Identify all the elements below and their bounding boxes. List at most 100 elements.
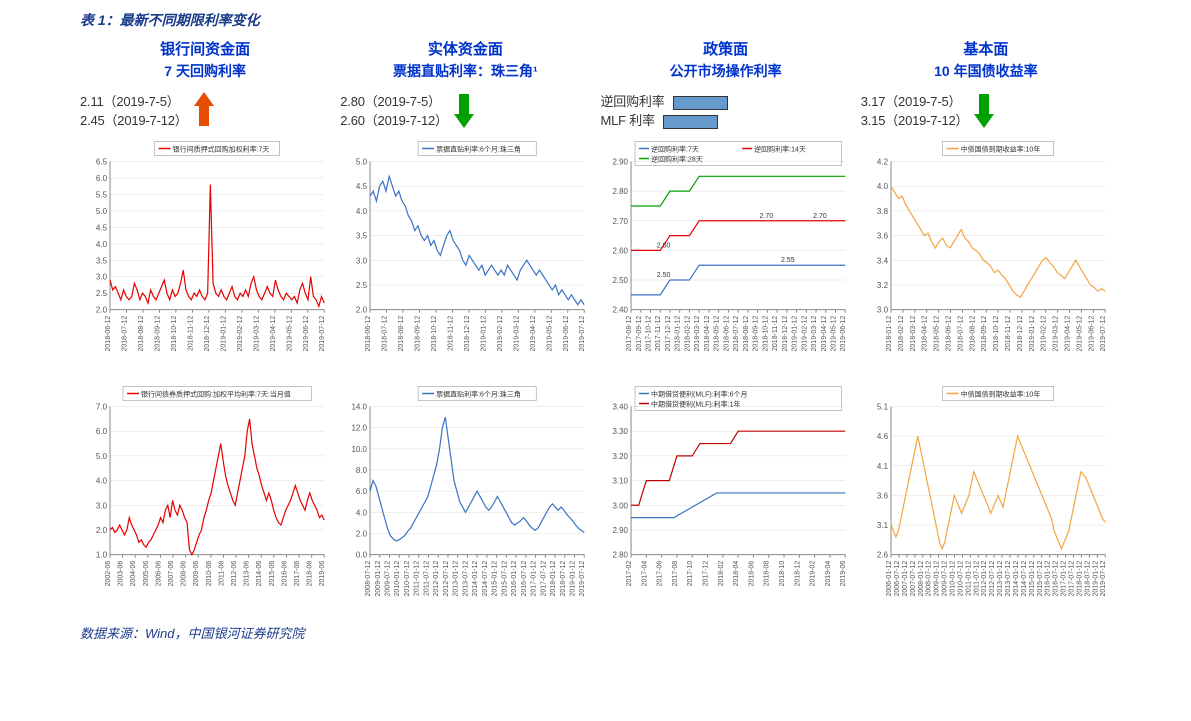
svg-text:2.0: 2.0 xyxy=(356,530,368,539)
svg-text:逆回购利率:28天: 逆回购利率:28天 xyxy=(651,155,703,164)
svg-text:2019-05-12: 2019-05-12 xyxy=(830,316,837,352)
svg-text:2018-01-12: 2018-01-12 xyxy=(674,316,681,352)
col3-label2: MLF 利率 xyxy=(601,113,655,128)
svg-text:4.0: 4.0 xyxy=(356,509,368,518)
svg-text:2015-07-12: 2015-07-12 xyxy=(502,561,509,597)
svg-text:3.6: 3.6 xyxy=(877,492,889,501)
svg-text:2018-12-12: 2018-12-12 xyxy=(204,316,211,352)
svg-text:2014-07-12: 2014-07-12 xyxy=(1021,561,1028,597)
svg-text:2019-03-12: 2019-03-12 xyxy=(1052,316,1059,352)
svg-text:2008-07-12: 2008-07-12 xyxy=(925,561,932,597)
svg-text:2018-01-12: 2018-01-12 xyxy=(1076,561,1083,597)
col2-subheader: 票据直贴利率：珠三角¹ xyxy=(340,61,590,81)
svg-text:2013-07-12: 2013-07-12 xyxy=(463,561,470,597)
svg-text:5.1: 5.1 xyxy=(877,403,889,412)
svg-text:2017-07-12: 2017-07-12 xyxy=(1068,561,1075,597)
svg-text:2017-12: 2017-12 xyxy=(702,561,709,587)
svg-text:3.0: 3.0 xyxy=(96,273,108,282)
svg-text:2019-04: 2019-04 xyxy=(824,561,831,587)
svg-text:中期借贷便利(MLF):利率:6个月: 中期借贷便利(MLF):利率:6个月 xyxy=(651,390,747,399)
svg-text:2018-12-12: 2018-12-12 xyxy=(781,316,788,352)
svg-text:2018-01-12: 2018-01-12 xyxy=(886,316,893,352)
svg-text:4.1: 4.1 xyxy=(877,462,889,471)
svg-text:2013-07-12: 2013-07-12 xyxy=(1005,561,1012,597)
svg-text:中债国债到期收益率:10年: 中债国债到期收益率:10年 xyxy=(960,390,1040,399)
svg-text:5.0: 5.0 xyxy=(96,452,108,461)
svg-text:2019-03-12: 2019-03-12 xyxy=(514,316,521,352)
svg-text:3.0: 3.0 xyxy=(96,502,108,511)
svg-text:2.90: 2.90 xyxy=(612,526,628,535)
svg-text:2016-07-12: 2016-07-12 xyxy=(521,561,528,597)
svg-text:7.0: 7.0 xyxy=(96,403,108,412)
svg-text:2018-08: 2018-08 xyxy=(763,561,770,587)
svg-text:3.00: 3.00 xyxy=(612,502,628,511)
svg-text:2019-05-12: 2019-05-12 xyxy=(1076,316,1083,352)
svg-text:3.5: 3.5 xyxy=(356,232,368,241)
svg-text:2018-06: 2018-06 xyxy=(307,561,314,587)
svg-text:5.0: 5.0 xyxy=(356,158,368,167)
svg-text:2013-01-12: 2013-01-12 xyxy=(997,561,1004,597)
svg-text:2008-07-12: 2008-07-12 xyxy=(365,561,372,597)
svg-text:2018-05-12: 2018-05-12 xyxy=(713,316,720,352)
col1-value2: 2.45（2019-7-12） xyxy=(80,110,188,129)
svg-text:2018-07-12: 2018-07-12 xyxy=(733,316,740,352)
svg-text:2012-01-12: 2012-01-12 xyxy=(433,561,440,597)
svg-text:2.60: 2.60 xyxy=(612,246,628,255)
col2-header: 实体资金面 xyxy=(340,38,590,59)
svg-text:2017-02: 2017-02 xyxy=(626,561,633,587)
svg-text:2019-07-12: 2019-07-12 xyxy=(319,316,326,352)
arrow-down-icon xyxy=(974,92,994,128)
svg-text:6.0: 6.0 xyxy=(96,427,108,436)
svg-text:3.0: 3.0 xyxy=(356,256,368,265)
svg-text:2019-02-12: 2019-02-12 xyxy=(237,316,244,352)
svg-text:2018-09-12: 2018-09-12 xyxy=(415,316,422,352)
svg-text:2008-06: 2008-06 xyxy=(181,561,188,587)
svg-text:3.40: 3.40 xyxy=(612,403,628,412)
svg-text:2015-01-12: 2015-01-12 xyxy=(492,561,499,597)
svg-text:2018-11-12: 2018-11-12 xyxy=(448,316,455,351)
svg-text:2018-08-12: 2018-08-12 xyxy=(138,316,145,352)
svg-text:2018-08-12: 2018-08-12 xyxy=(742,316,749,352)
svg-text:中期借贷便利(MLF):利率:1年: 中期借贷便利(MLF):利率:1年 xyxy=(651,400,740,409)
chart-r2c1: 1.02.03.04.05.06.07.02002-062003-062004-… xyxy=(80,380,330,615)
svg-text:2018-11-12: 2018-11-12 xyxy=(772,316,779,351)
svg-text:2014-07-12: 2014-07-12 xyxy=(482,561,489,597)
svg-text:3.10: 3.10 xyxy=(612,477,628,486)
svg-text:2019-04-12: 2019-04-12 xyxy=(270,316,277,352)
svg-text:2019-06-12: 2019-06-12 xyxy=(1088,316,1095,352)
svg-text:2019-07-12: 2019-07-12 xyxy=(579,561,586,597)
svg-text:2019-02: 2019-02 xyxy=(809,561,816,587)
svg-text:2019-04-12: 2019-04-12 xyxy=(1064,316,1071,352)
svg-text:票据直贴利率:6个月:珠三角: 票据直贴利率:6个月:珠三角 xyxy=(436,390,521,399)
svg-text:2011-06: 2011-06 xyxy=(218,561,225,586)
svg-text:2018-04-12: 2018-04-12 xyxy=(921,316,928,352)
svg-text:2019-01-12: 2019-01-12 xyxy=(570,561,577,597)
svg-text:2009-07-12: 2009-07-12 xyxy=(385,561,392,597)
svg-text:2018-10-12: 2018-10-12 xyxy=(762,316,769,352)
svg-text:3.6: 3.6 xyxy=(877,232,889,241)
svg-text:2018-08-12: 2018-08-12 xyxy=(969,316,976,352)
svg-text:2019-01-12: 2019-01-12 xyxy=(1029,316,1036,352)
svg-text:2018-10-12: 2018-10-12 xyxy=(993,316,1000,352)
data-rows: 2.11（2019-7-5） 2.45（2019-7-12） 2.80（2019… xyxy=(80,89,1111,131)
svg-text:2.80: 2.80 xyxy=(612,187,628,196)
svg-text:2016-07-12: 2016-07-12 xyxy=(1052,561,1059,597)
svg-text:2017-01-12: 2017-01-12 xyxy=(531,561,538,597)
col2-value2: 2.60（2019-7-12） xyxy=(340,110,448,129)
svg-text:2006-06: 2006-06 xyxy=(155,561,162,587)
svg-text:2019-06-12: 2019-06-12 xyxy=(840,316,847,352)
svg-text:2018-11-12: 2018-11-12 xyxy=(1005,316,1012,351)
svg-text:2019-01-12: 2019-01-12 xyxy=(791,316,798,352)
svg-text:2018-08-12: 2018-08-12 xyxy=(398,316,405,352)
chart-r2c3: 2.802.903.003.103.203.303.402017-022017-… xyxy=(601,380,851,615)
svg-text:银行间债券质押式回购:加权平均利率:7天:当月值: 银行间债券质押式回购:加权平均利率:7天:当月值 xyxy=(141,390,291,399)
svg-text:2.50: 2.50 xyxy=(656,272,670,279)
svg-text:2018-11-12: 2018-11-12 xyxy=(187,316,194,351)
svg-text:2017-07-12: 2017-07-12 xyxy=(541,561,548,597)
svg-text:2.55: 2.55 xyxy=(780,257,794,264)
svg-text:2.0: 2.0 xyxy=(96,526,108,535)
svg-text:2014-01-12: 2014-01-12 xyxy=(1013,561,1020,597)
svg-text:2011-07-12: 2011-07-12 xyxy=(973,561,980,596)
svg-text:2013-01-12: 2013-01-12 xyxy=(453,561,460,597)
svg-text:2.6: 2.6 xyxy=(877,551,889,560)
